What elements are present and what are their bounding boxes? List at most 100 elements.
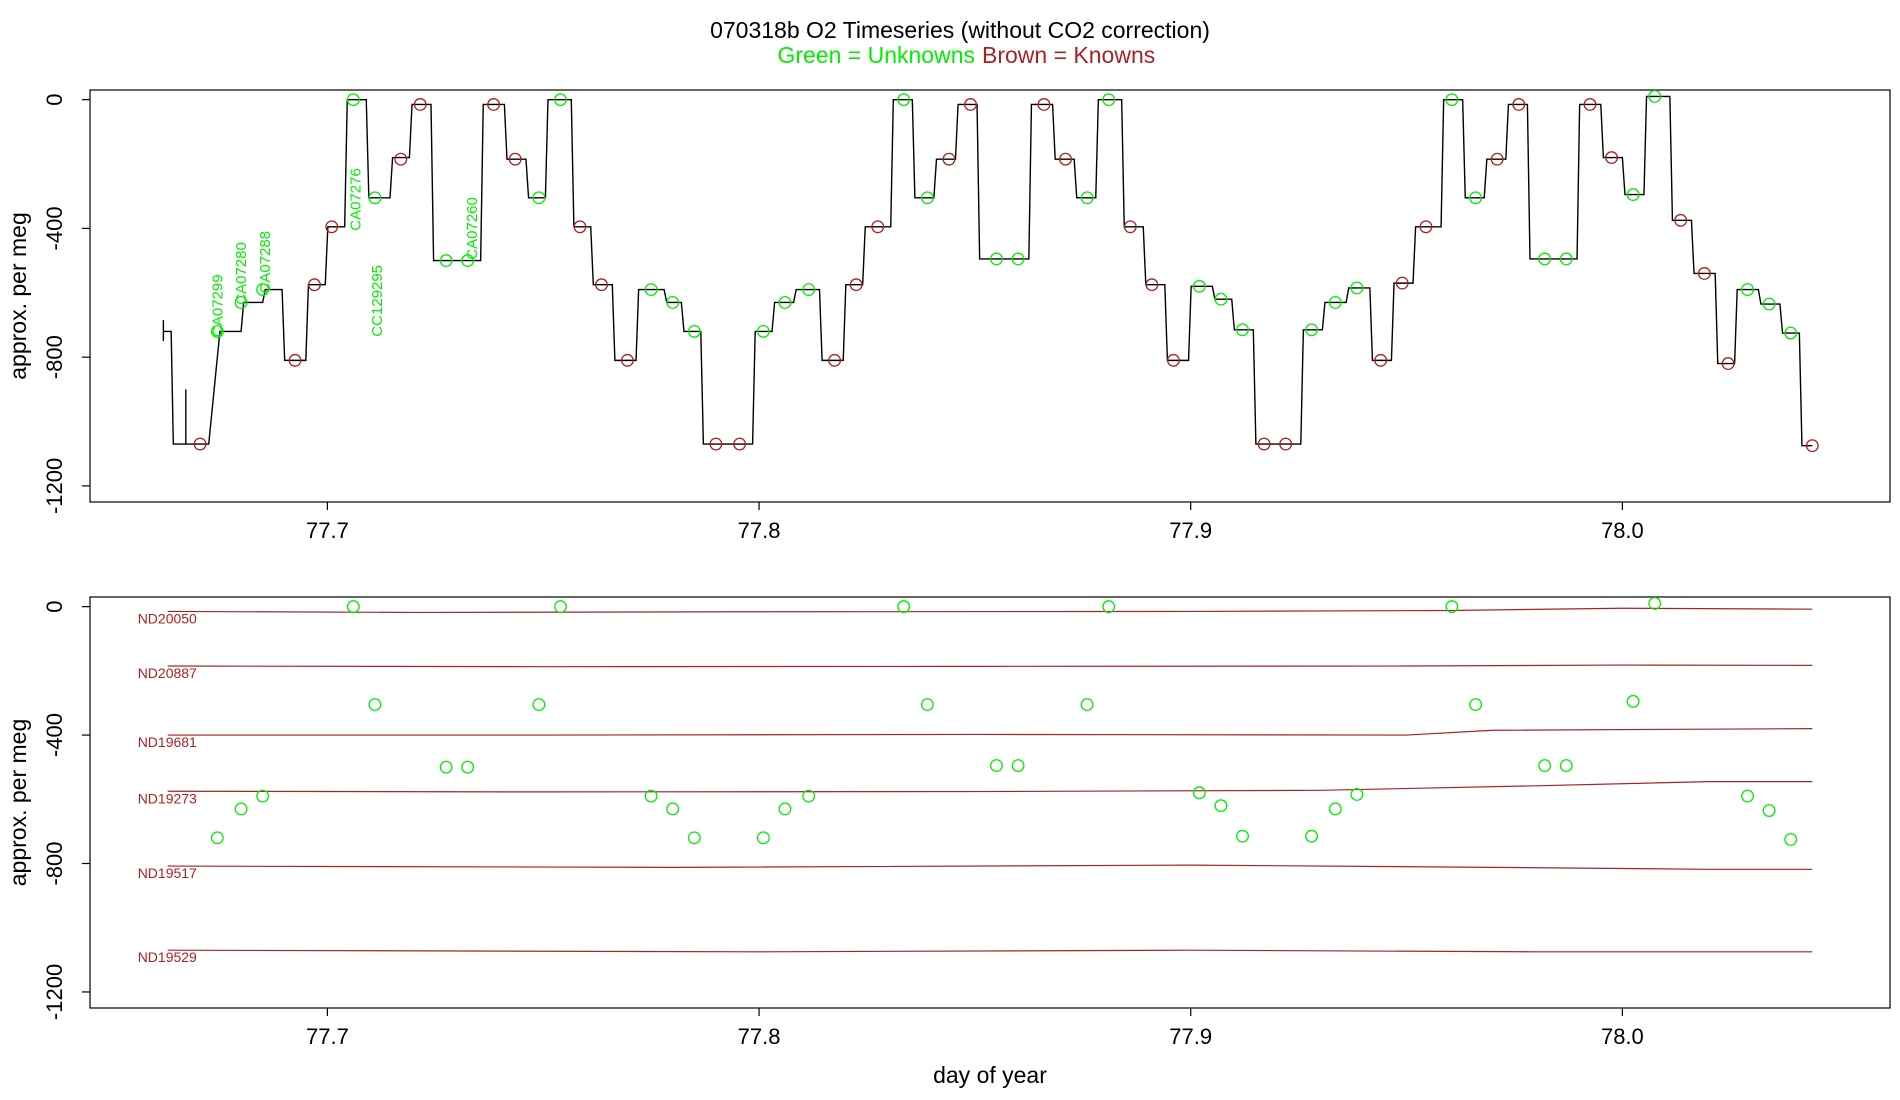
unknown-point: [554, 93, 567, 107]
known-point: [1490, 152, 1504, 166]
known-point: [487, 98, 501, 111]
y-tick-label: 0: [42, 94, 67, 106]
unknown-point: [644, 283, 658, 297]
known-point: [709, 437, 723, 451]
known-point: [1605, 151, 1619, 165]
x-tick-label: 77.8: [738, 518, 781, 543]
known-point: [1512, 98, 1526, 111]
sample-label: CA07280: [233, 242, 250, 305]
unknown-point: [346, 93, 360, 107]
unknown-point: [666, 802, 680, 816]
known-point: [1395, 276, 1409, 290]
unknown-point: [687, 831, 701, 845]
unknown-point: [1741, 789, 1755, 803]
unknown-point: [210, 831, 224, 845]
unknown-point: [920, 191, 934, 205]
unknown-point: [1011, 759, 1025, 773]
known-point: [193, 437, 207, 451]
unknown-point: [1648, 596, 1662, 610]
unknown-point: [666, 295, 680, 309]
x-tick-label: 77.9: [1169, 518, 1212, 543]
known-point: [1583, 98, 1597, 111]
known-point: [1279, 437, 1293, 451]
x-axis-label: day of year: [933, 1062, 1047, 1088]
unknown-point: [1305, 829, 1319, 843]
known-point: [325, 220, 339, 234]
unknown-point: [1559, 252, 1573, 266]
unknown-point: [1626, 188, 1640, 202]
unknown-point: [802, 283, 816, 297]
known-line: [167, 781, 1813, 793]
unknown-point: [1192, 786, 1206, 800]
x-tick-label: 77.7: [306, 518, 349, 543]
unknown-point: [210, 324, 224, 338]
unknown-point: [1328, 295, 1342, 309]
unknown-point: [1328, 802, 1342, 816]
known-point: [288, 353, 302, 367]
known-point: [573, 220, 587, 234]
unknown-point: [1350, 281, 1364, 295]
unknown-point: [1214, 799, 1228, 813]
known-point: [733, 437, 747, 451]
unknown-point: [1469, 191, 1483, 205]
y-axis-label: approx. per meg: [5, 719, 31, 886]
unknown-point: [1080, 698, 1094, 712]
known-point: [413, 98, 427, 111]
unknown-point: [1784, 326, 1798, 340]
unknown-point: [756, 831, 770, 845]
unknown-point: [802, 789, 816, 803]
unknown-point: [756, 324, 770, 338]
known-point: [1721, 357, 1735, 371]
known-line-label: ND19529: [138, 949, 197, 965]
unknown-point: [234, 295, 248, 309]
x-tick-label: 77.8: [738, 1024, 781, 1049]
unknown-point: [554, 600, 567, 614]
unknown-point: [1762, 297, 1776, 311]
unknown-point: [778, 802, 792, 816]
y-tick-label: -400: [42, 206, 67, 250]
unknown-point: [644, 789, 658, 803]
known-point: [828, 353, 842, 367]
timeseries-panel: 77.7 77.8 77.9 78.0 0 -400 -800 -1200 approx. pe…: [5, 89, 1891, 543]
unknown-point: [1538, 252, 1552, 266]
unknown-point: [368, 698, 382, 712]
known-point: [1674, 213, 1688, 227]
known-point: [620, 353, 634, 367]
unknown-point: [1192, 279, 1206, 293]
unknown-point: [990, 759, 1003, 773]
known-line-label: ND20887: [138, 665, 197, 681]
x-tick-label: 78.0: [1601, 518, 1644, 543]
unknown-point: [1102, 93, 1116, 107]
unknown-point: [1445, 93, 1459, 107]
unknown-point: [439, 254, 453, 268]
known-point: [1697, 267, 1711, 280]
known-line: [167, 949, 1813, 953]
unknown-point: [1102, 600, 1116, 614]
unknown-point: [897, 600, 911, 614]
sample-label: CA07276: [347, 168, 364, 231]
sample-label: CC129295: [369, 265, 386, 337]
y-tick-label: -400: [42, 713, 67, 757]
unknown-point: [368, 191, 382, 205]
unknown-point: [532, 191, 546, 205]
o2-trace-line: [163, 95, 1813, 447]
unknown-point: [687, 324, 701, 338]
unknown-point: [1214, 292, 1228, 306]
known-point: [394, 152, 408, 166]
y-tick-label: -800: [42, 841, 67, 885]
unknown-point: [346, 600, 360, 614]
known-line: [167, 864, 1813, 870]
known-point: [942, 152, 956, 166]
known-point: [308, 278, 321, 292]
known-point: [1123, 220, 1137, 234]
known-point: [595, 278, 608, 292]
unknown-point: [461, 254, 475, 268]
known-line-label: ND20050: [138, 610, 197, 626]
unknown-point: [532, 698, 546, 712]
known-point: [1145, 278, 1159, 292]
plot-frame: [89, 89, 1891, 503]
knowns-unknowns-panel: 77.7 77.8 77.9 78.0 0 -400 -800 -1200 approx. pe…: [5, 596, 1891, 1088]
known-line-label: ND19517: [138, 865, 197, 881]
unknown-point: [1762, 804, 1776, 817]
